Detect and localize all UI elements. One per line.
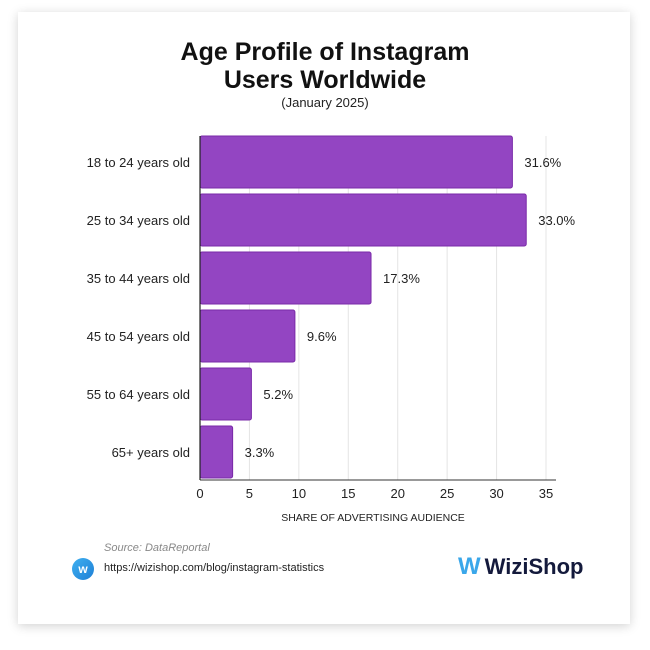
x-tick-label: 0 [196, 486, 203, 501]
bar [199, 251, 372, 305]
x-tick-label: 5 [246, 486, 253, 501]
wizishop-logo: W WiziShop [458, 554, 583, 580]
x-tick-label: 10 [292, 486, 306, 501]
x-tick-label: 25 [440, 486, 454, 501]
wizishop-icon: w [72, 558, 94, 580]
wizishop-logo-icon: W [458, 553, 481, 580]
category-label: 35 to 44 years old [87, 271, 190, 286]
category-label: 18 to 24 years old [87, 155, 190, 170]
bar [199, 367, 252, 421]
x-tick-label: 30 [489, 486, 503, 501]
data-label: 31.6% [524, 155, 561, 170]
data-label: 3.3% [245, 445, 275, 460]
category-label: 55 to 64 years old [87, 387, 190, 402]
bar [199, 193, 527, 247]
category-label: 25 to 34 years old [87, 213, 190, 228]
chart-card [18, 12, 630, 624]
data-label: 33.0% [538, 213, 575, 228]
bar [199, 135, 513, 189]
category-label: 65+ years old [112, 445, 190, 460]
x-tick-label: 20 [390, 486, 404, 501]
brand-name: WiziShop [484, 554, 584, 579]
x-tick-label: 35 [539, 486, 553, 501]
x-axis-title: SHARE OF ADVERTISING AUDIENCE [281, 512, 465, 524]
data-label: 9.6% [307, 329, 337, 344]
source-text: Source: DataReportal [104, 542, 210, 554]
source-url[interactable]: https://wizishop.com/blog/instagram-stat… [104, 562, 325, 574]
category-label: 45 to 54 years old [87, 329, 190, 344]
x-tick-label: 15 [341, 486, 355, 501]
chart-subtitle: (January 2025) [281, 95, 369, 110]
data-label: 5.2% [263, 387, 293, 402]
bar [199, 309, 296, 363]
bar [199, 425, 234, 479]
data-label: 17.3% [383, 271, 420, 286]
chart-title: Age Profile of Instagram Users Worldwide [180, 38, 470, 94]
